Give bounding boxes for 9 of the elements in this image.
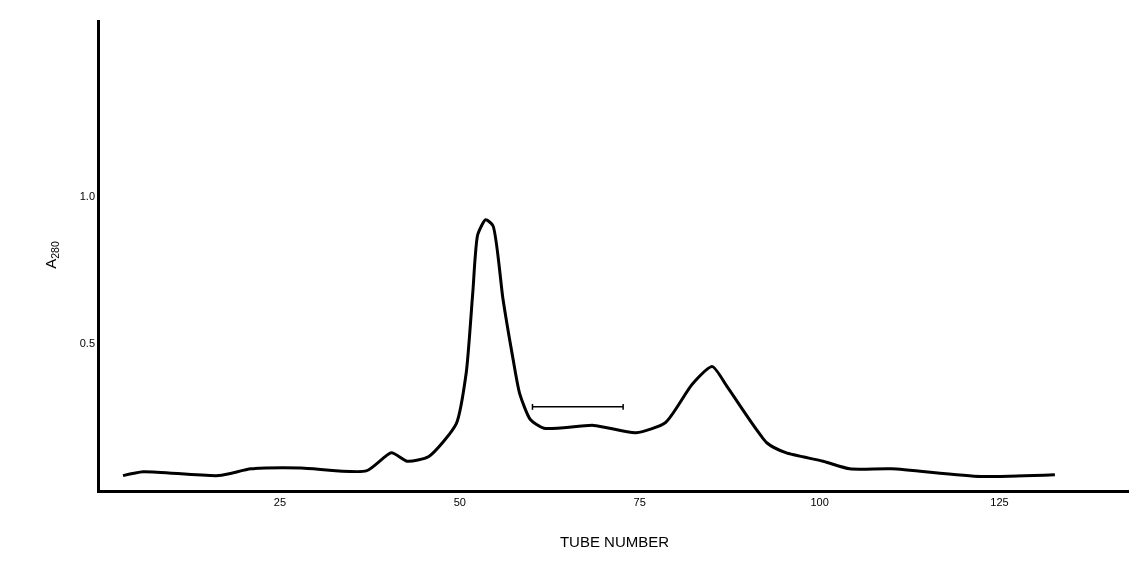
x-tick-label: 100: [810, 495, 829, 508]
x-tick-label: 25: [273, 495, 287, 508]
y-tick-label: 1.0: [79, 190, 96, 203]
y-tick-label: 0.5: [79, 336, 96, 349]
x-axis-title: TUBE NUMBER: [559, 532, 670, 550]
x-tick-label: 125: [990, 495, 1009, 508]
x-tick-label: 50: [453, 495, 466, 508]
x-tick-label: 75: [633, 495, 646, 508]
line-series: [121, 218, 1057, 479]
